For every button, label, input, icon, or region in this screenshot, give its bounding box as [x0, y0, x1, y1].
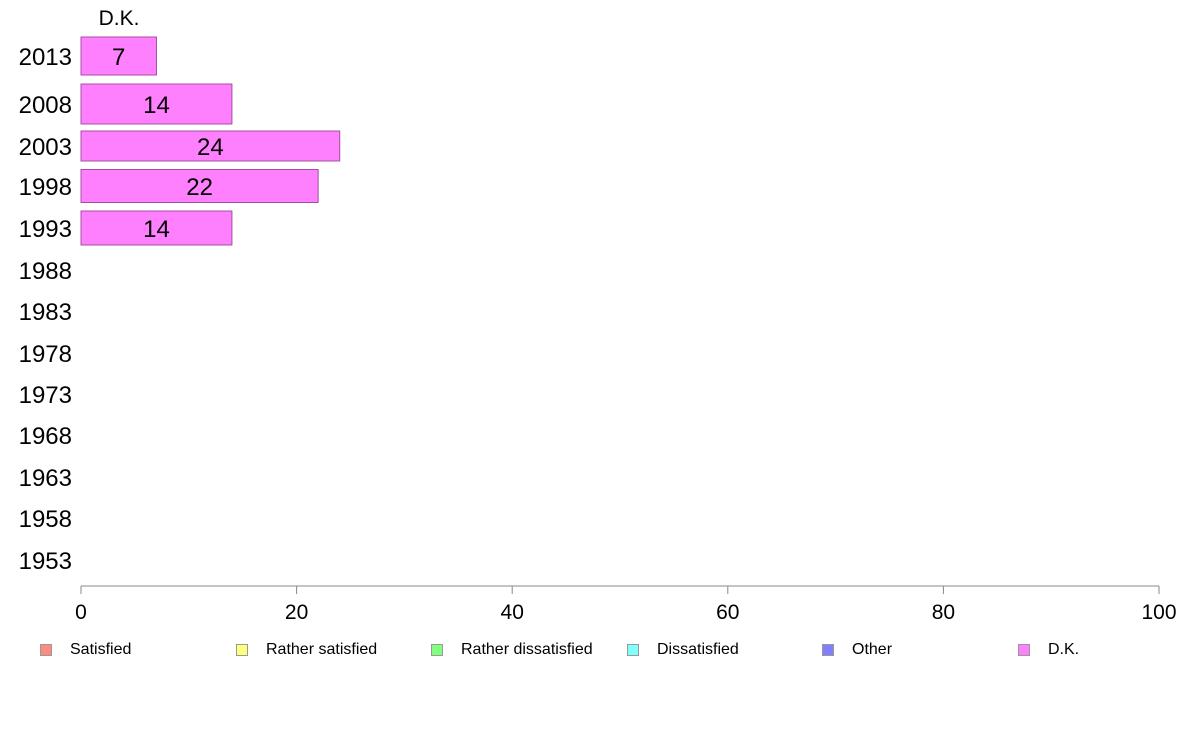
- legend-label: Other: [852, 641, 893, 658]
- x-tick-label: 20: [285, 601, 308, 624]
- x-tick-label: 100: [1141, 601, 1176, 624]
- bar: [80, 130, 341, 162]
- legend-item: Rather satisfied: [236, 638, 377, 662]
- bar-value-label: 24: [197, 134, 224, 161]
- legend-label: Rather satisfied: [266, 641, 378, 658]
- bar: [80, 83, 233, 125]
- legend-item: Dissatisfied: [627, 638, 739, 662]
- y-tick-label: 1993: [19, 216, 72, 243]
- x-tick-label: 80: [932, 601, 955, 624]
- legend-swatch: [431, 644, 443, 656]
- legend-swatch: [1018, 644, 1030, 656]
- x-tick-label: 40: [501, 601, 524, 624]
- y-tick-label: 1958: [19, 506, 72, 533]
- y-tick-label: 1998: [19, 174, 72, 201]
- legend-item: Other: [822, 638, 892, 662]
- bar: [80, 169, 319, 203]
- y-tick-label: 1953: [19, 548, 72, 575]
- y-tick-label: 1973: [19, 382, 72, 409]
- legend-swatch: [627, 644, 639, 656]
- bar-chart: D.K. 2013 2008 2003 1998 1993 1988 1983 1978 197…: [19, 7, 1177, 624]
- bar-value-label: 22: [186, 174, 213, 201]
- y-tick-label: 2008: [19, 92, 72, 119]
- y-tick-label: 1978: [19, 341, 72, 368]
- bar-value-label: 14: [143, 216, 170, 243]
- legend-swatch: [822, 644, 834, 656]
- x-tick-label: 0: [75, 601, 87, 624]
- y-tick-label: 1968: [19, 423, 72, 450]
- legend: Satisfied Rather satisfied Rather dissatis…: [0, 638, 1188, 662]
- legend-swatch: [236, 644, 248, 656]
- bar: [80, 210, 233, 246]
- bar-value-label: 7: [112, 44, 125, 71]
- legend-label: Satisfied: [70, 641, 132, 658]
- x-tick-label: 60: [716, 601, 739, 624]
- y-tick-label: 2013: [19, 44, 72, 71]
- bar-value-label: 14: [143, 92, 170, 119]
- y-tick-label: 1988: [19, 258, 72, 285]
- legend-item: D.K.: [1018, 638, 1079, 662]
- legend-label: Dissatisfied: [657, 641, 739, 658]
- legend-item: Satisfied: [40, 638, 131, 662]
- bars: 7 14 24 22 14: [80, 36, 341, 246]
- legend-label: Rather dissatisfied: [461, 641, 593, 658]
- x-axis: 0 20 40 60 80 100: [75, 585, 1177, 624]
- y-axis: 2013 2008 2003 1998 1993 1988 1983 1978 1973 1968…: [19, 44, 72, 575]
- y-tick-label: 1983: [19, 299, 72, 326]
- legend-swatch: [40, 644, 52, 656]
- bar: [80, 36, 157, 76]
- legend-label: D.K.: [1048, 641, 1080, 658]
- series-title: D.K.: [99, 7, 140, 30]
- legend-item: Rather dissatisfied: [431, 638, 593, 662]
- y-tick-label: 2003: [19, 134, 72, 161]
- y-tick-label: 1963: [19, 465, 72, 492]
